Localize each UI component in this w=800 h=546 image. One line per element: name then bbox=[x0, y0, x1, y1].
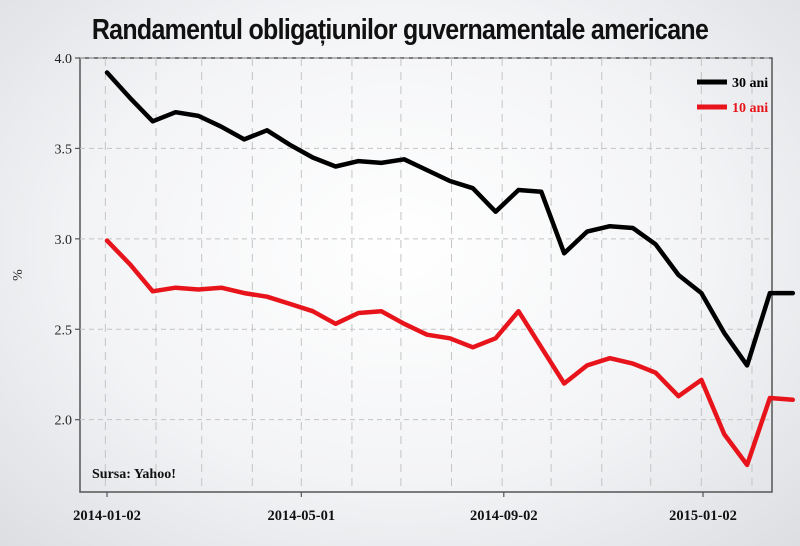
y-tick-label: 2.5 bbox=[55, 323, 73, 338]
x-tick-label: 2014-09-02 bbox=[470, 508, 538, 524]
plot-frame bbox=[79, 57, 773, 493]
y-tick-label: 3.5 bbox=[55, 142, 73, 157]
legend-label: 10 ani bbox=[732, 101, 768, 116]
legend-label: 30 ani bbox=[732, 76, 768, 91]
source-note: Sursa: Yahoo! bbox=[92, 467, 176, 482]
series-line-10y bbox=[104, 238, 796, 468]
y-tick-label: 4.0 bbox=[55, 52, 73, 67]
chart-title: Randamentul obligațiunilor guvernamental… bbox=[91, 14, 709, 46]
series-line-30y bbox=[104, 70, 796, 368]
y-axis-label: % bbox=[11, 269, 26, 281]
y-tick-label: 3.0 bbox=[55, 233, 73, 248]
x-tick-label: 2015-01-02 bbox=[669, 508, 737, 524]
y-tick-label: 2.0 bbox=[55, 414, 73, 429]
x-tick-label: 2014-01-02 bbox=[73, 508, 141, 524]
x-tick-label: 2014-05-01 bbox=[267, 508, 335, 524]
